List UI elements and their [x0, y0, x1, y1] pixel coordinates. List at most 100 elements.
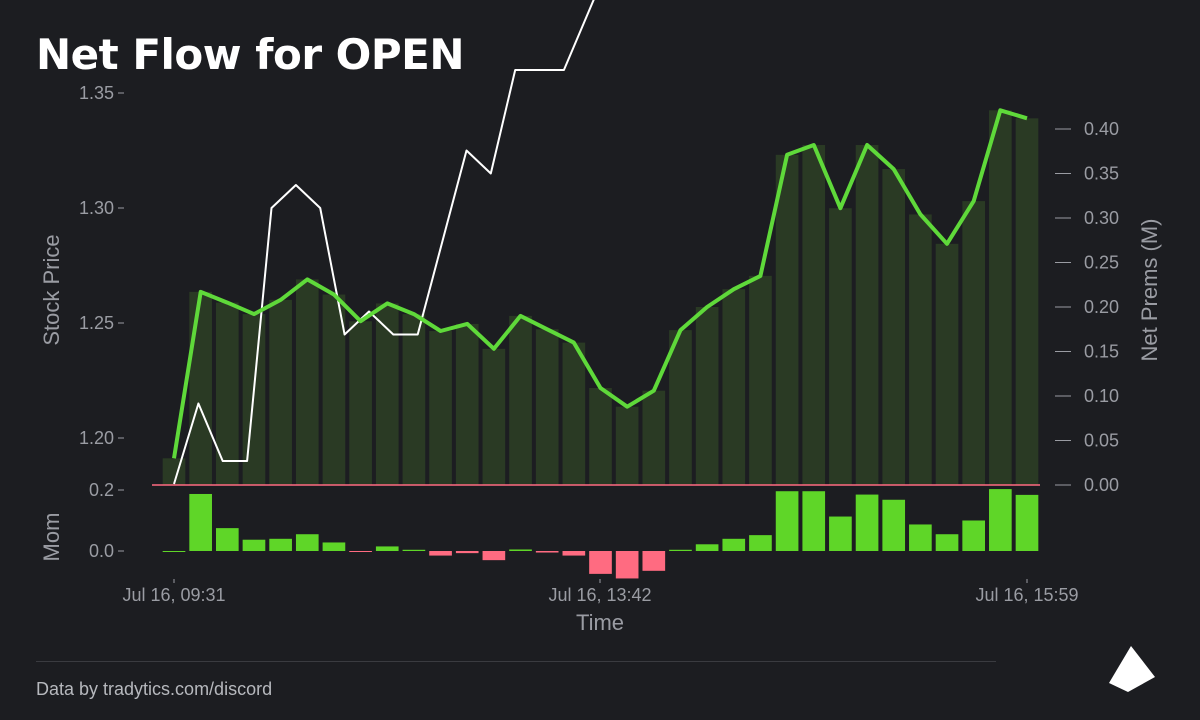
net-prems-bar — [642, 390, 666, 485]
net-prems-tick: 0.25 — [1084, 253, 1119, 273]
net-prems-bars — [162, 110, 1039, 486]
net-prems-bar — [669, 330, 692, 485]
mom-bar — [989, 489, 1012, 551]
mom-bars — [162, 489, 1039, 579]
net-prems-bar — [615, 406, 639, 485]
net-prems-bar — [855, 145, 879, 485]
net-prems-tick: 0.00 — [1084, 475, 1119, 495]
chart-lines — [152, 0, 1040, 486]
net-prems-bar — [695, 307, 719, 485]
mom-bar — [535, 551, 559, 553]
mom-bar — [935, 534, 959, 551]
net-prems-bar — [802, 145, 826, 485]
mom-bar — [429, 551, 452, 556]
mom-bar — [775, 491, 799, 551]
net-prems-bar — [962, 201, 986, 485]
mom-bar — [829, 516, 852, 551]
mom-tick: 0.2 — [89, 480, 114, 500]
x-tick: Jul 16, 09:31 — [122, 585, 225, 605]
mom-bar — [162, 551, 186, 552]
net-prems-bar — [722, 289, 746, 485]
net-prems-bar — [1015, 118, 1039, 485]
mom-bar — [802, 491, 826, 551]
net-prems-bar — [429, 331, 452, 485]
net-prems-bar — [589, 387, 612, 485]
net-prems-bar — [749, 275, 772, 485]
net-prems-tick: 0.40 — [1084, 119, 1119, 139]
net-prems-axis-label: Net Prems (M) — [1137, 219, 1162, 362]
footer-divider — [36, 661, 996, 662]
mom-bar — [242, 539, 266, 551]
net-prems-bar — [189, 291, 212, 485]
net-prems-bar — [509, 315, 532, 485]
stock-price-line — [173, 0, 595, 485]
net-prems-bar — [482, 348, 506, 485]
mom-bar — [589, 551, 612, 574]
net-prems-bar — [349, 321, 372, 485]
mom-bar — [322, 542, 346, 551]
mom-bar — [855, 494, 879, 551]
net-prems-bar — [215, 302, 239, 485]
mom-bar — [669, 549, 692, 551]
mom-bar — [722, 538, 746, 551]
mom-bar — [189, 493, 212, 551]
mom-bar — [215, 528, 239, 551]
net-prems-bar — [562, 342, 586, 485]
net-prems-bar — [269, 299, 292, 485]
net-prems-bar — [322, 294, 346, 485]
x-axis-ticks: Jul 16, 09:31 Jul 16, 13:42 Jul 16, 15:59 — [122, 579, 1079, 605]
net-prems-bar — [402, 314, 426, 485]
net-prems-tick: 0.35 — [1084, 164, 1119, 184]
chart-title: Net Flow for OPEN — [36, 30, 465, 79]
mom-bar — [402, 549, 426, 551]
mom-bar — [295, 534, 319, 551]
mom-bar — [349, 551, 372, 552]
net-prems-tick: 0.30 — [1084, 208, 1119, 228]
net-prems-bar — [829, 208, 852, 485]
x-axis-label: Time — [576, 610, 624, 635]
net-prems-tick: 0.15 — [1084, 342, 1119, 362]
mom-bar — [562, 551, 586, 556]
x-tick: Jul 16, 13:42 — [548, 585, 651, 605]
net-prems-bar — [455, 323, 479, 485]
mom-axis-label: Mom — [39, 513, 64, 562]
tradytics-logo-icon — [1109, 646, 1155, 692]
mom-tick: 0.0 — [89, 541, 114, 561]
stock-price-axis-ticks: 1.201.251.301.351.401.451.50 — [79, 83, 124, 448]
net-prems-tick: 0.20 — [1084, 297, 1119, 317]
mom-bar — [962, 520, 986, 551]
mom-bar — [909, 524, 932, 551]
net-prems-bar — [935, 243, 959, 485]
mom-bar — [615, 551, 639, 579]
stock-price-tick: 1.30 — [79, 198, 114, 218]
stock-price-tick: 1.25 — [79, 313, 114, 333]
mom-bar — [1015, 494, 1039, 551]
net-prems-bar — [882, 169, 906, 486]
mom-bar — [455, 551, 479, 554]
mom-bar — [642, 551, 666, 571]
mom-bar — [695, 544, 719, 551]
footer-credit: Data by tradytics.com/discord — [36, 679, 273, 699]
mom-bar — [509, 549, 532, 551]
net-prems-line — [172, 108, 1028, 459]
mom-bar — [375, 546, 399, 551]
net-prems-bar — [989, 110, 1012, 485]
net-prems-bar — [775, 154, 799, 485]
stock-price-tick: 1.20 — [79, 428, 114, 448]
axis-labels: Time Stock Price Net Prems (M) Mom — [39, 219, 1162, 636]
mom-bar — [749, 535, 772, 551]
stock-price-tick: 1.35 — [79, 83, 114, 103]
net-prems-tick: 0.10 — [1084, 386, 1119, 406]
mom-bar — [482, 551, 506, 561]
mom-bar — [269, 538, 292, 551]
mom-bar — [882, 499, 906, 551]
x-tick: Jul 16, 15:59 — [975, 585, 1078, 605]
net-prems-axis-ticks: 0.00 0.05 0.10 0.15 0.20 0.25 0.30 0.35 0.40 — [1055, 119, 1119, 495]
net-prems-bar — [909, 214, 932, 485]
net-prems-bar — [295, 279, 319, 485]
stock-price-axis-label: Stock Price — [39, 234, 64, 345]
mom-axis-ticks: 0.0 0.2 — [89, 480, 124, 561]
net-prems-tick: 0.05 — [1084, 431, 1119, 451]
net-prems-bar — [375, 303, 399, 485]
